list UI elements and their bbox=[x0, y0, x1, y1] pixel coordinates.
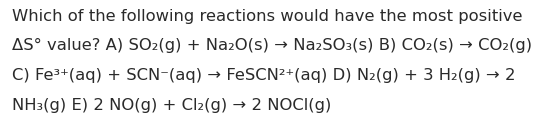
Text: C) Fe³⁺(aq) + SCN⁻(aq) → FeSCN²⁺(aq) D) N₂(g) + 3 H₂(g) → 2: C) Fe³⁺(aq) + SCN⁻(aq) → FeSCN²⁺(aq) D) … bbox=[12, 68, 516, 83]
Text: NH₃(g) E) 2 NO(g) + Cl₂(g) → 2 NOCl(g): NH₃(g) E) 2 NO(g) + Cl₂(g) → 2 NOCl(g) bbox=[12, 98, 331, 113]
Text: Which of the following reactions would have the most positive: Which of the following reactions would h… bbox=[12, 9, 523, 24]
Text: ΔS° value? A) SO₂(g) + Na₂O(s) → Na₂SO₃(s) B) CO₂(s) → CO₂(g): ΔS° value? A) SO₂(g) + Na₂O(s) → Na₂SO₃(… bbox=[12, 38, 532, 53]
